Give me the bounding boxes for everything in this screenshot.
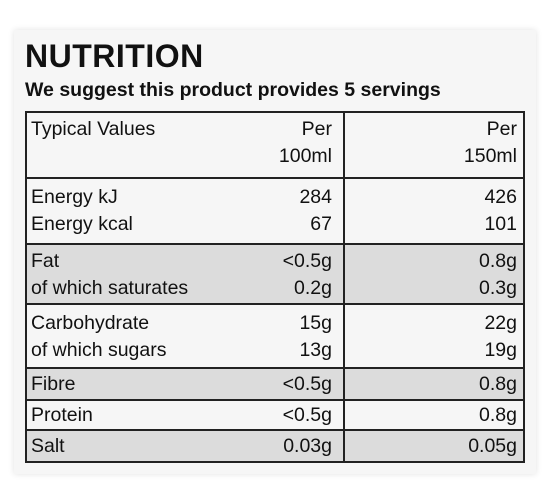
header-per150-line2: 150ml (463, 145, 517, 167)
group-fat: Fat <0.5g 0.8g of which saturates 0.2g 0… (25, 245, 525, 303)
row-label: Fat (31, 250, 60, 272)
table-row: Energy kJ 284 426 (25, 181, 525, 213)
row-per100: 284 (299, 186, 332, 208)
row-divider (25, 303, 525, 305)
row-per100: <0.5g (282, 373, 332, 395)
table-row: Fat <0.5g 0.8g (25, 245, 525, 277)
nutrition-table: Typical Values Per Per 100ml 150ml Energ… (25, 111, 525, 463)
table-left-border (25, 113, 27, 461)
row-label: Salt (31, 435, 65, 457)
servings-note: We suggest this product provides 5 servi… (25, 79, 441, 101)
column-divider (343, 113, 345, 461)
group-salt: Salt 0.03g 0.05g (25, 431, 525, 461)
table-row: Carbohydrate 15g 22g (25, 307, 525, 339)
row-divider (25, 367, 525, 369)
row-label: of which sugars (31, 339, 167, 361)
row-per100: 0.2g (294, 277, 332, 299)
row-label: Energy kcal (31, 213, 133, 235)
header-typical-values: Typical Values (31, 118, 156, 140)
row-divider (25, 243, 525, 245)
row-label: of which saturates (31, 277, 189, 299)
nutrition-title: NUTRITION (25, 38, 204, 74)
header-per150-line1: Per (486, 118, 517, 140)
header-per100-line1: Per (301, 118, 332, 140)
table-row: Energy kcal 67 101 (25, 208, 525, 240)
row-per100: 0.03g (283, 435, 332, 457)
row-per150: 426 (484, 186, 517, 208)
table-row: Fibre <0.5g 0.8g (25, 368, 525, 400)
row-per150: 0.8g (479, 373, 517, 395)
header-divider (25, 177, 525, 179)
row-per100: 15g (299, 312, 332, 334)
group-energy: Energy kJ 284 426 Energy kcal 67 101 (25, 179, 525, 243)
table-header: Typical Values Per Per 100ml 150ml (25, 113, 525, 177)
row-label: Protein (31, 404, 93, 426)
row-per150: 19g (484, 339, 517, 361)
group-protein: Protein <0.5g 0.8g (25, 401, 525, 429)
group-fibre: Fibre <0.5g 0.8g (25, 369, 525, 399)
row-per100: 13g (299, 339, 332, 361)
row-label: Carbohydrate (31, 312, 150, 334)
row-per100: <0.5g (282, 404, 332, 426)
row-label: Energy kJ (31, 186, 118, 208)
table-row: of which saturates 0.2g 0.3g (25, 272, 525, 304)
row-per150: 0.8g (479, 404, 517, 426)
row-per150: 0.05g (468, 435, 517, 457)
table-row: of which sugars 13g 19g (25, 334, 525, 366)
row-per100: <0.5g (282, 250, 332, 272)
row-label: Fibre (31, 373, 76, 395)
row-per150: 101 (484, 213, 517, 235)
nutrition-panel: NUTRITION We suggest this product provid… (14, 30, 536, 474)
row-divider (25, 399, 525, 401)
header-per100-line2: 100ml (278, 145, 332, 167)
table-right-border (523, 113, 525, 461)
table-row: Protein <0.5g 0.8g (25, 399, 525, 431)
row-per150: 0.8g (479, 250, 517, 272)
row-divider (25, 429, 525, 431)
row-per100: 67 (310, 213, 332, 235)
row-per150: 0.3g (479, 277, 517, 299)
group-carbohydrate: Carbohydrate 15g 22g of which sugars 13g… (25, 305, 525, 367)
table-row: Salt 0.03g 0.05g (25, 430, 525, 462)
row-per150: 22g (484, 312, 517, 334)
